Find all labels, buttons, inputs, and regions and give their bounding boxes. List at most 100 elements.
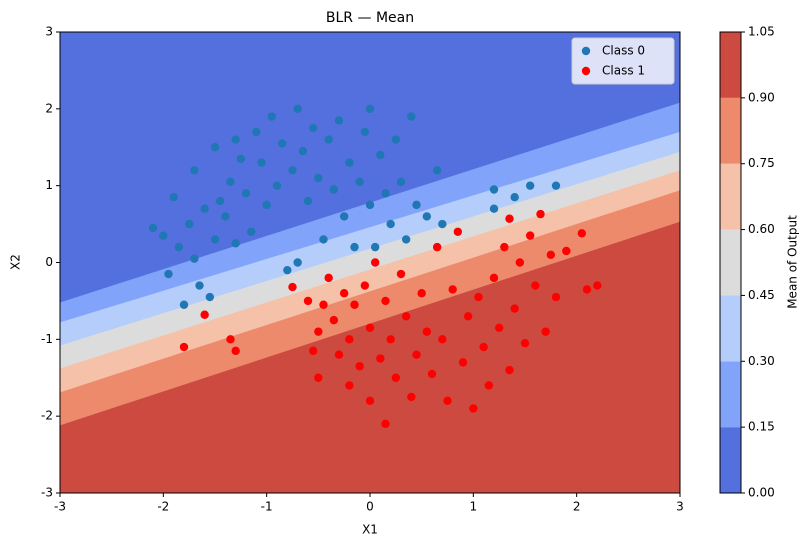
scatter-point: [489, 273, 499, 283]
colorbar-band: [720, 163, 741, 230]
scatter-point: [148, 223, 158, 233]
colorbar-tick-label: 0.60: [748, 222, 775, 236]
scatter-point: [432, 166, 442, 175]
scatter-point: [226, 177, 235, 187]
scatter-point: [345, 381, 354, 390]
scatter-point: [365, 104, 375, 114]
scatter-point: [334, 350, 344, 359]
scatter-point: [324, 273, 333, 283]
x-tick-label: 0: [366, 500, 374, 514]
x-tick-label: -3: [54, 500, 66, 514]
scatter-point: [215, 196, 225, 206]
scatter-point: [200, 310, 209, 319]
scatter-point: [365, 323, 375, 333]
scatter-point: [417, 289, 426, 298]
scatter-point: [531, 281, 540, 290]
scatter-point: [407, 112, 416, 121]
scatter-point: [200, 204, 209, 213]
scatter-point: [448, 285, 457, 294]
scatter-point: [236, 154, 246, 163]
scatter-point: [458, 358, 468, 367]
scatter-point: [272, 181, 282, 190]
scatter-point: [288, 282, 297, 292]
scatter-point: [319, 235, 328, 244]
scatter-point: [381, 296, 390, 306]
colorbar-tick-label: 0.45: [748, 288, 775, 302]
scatter-point: [277, 139, 287, 148]
y-tick-label: -2: [41, 409, 53, 423]
scatter-point: [210, 143, 220, 152]
scatter-point: [525, 181, 535, 190]
scatter-point: [432, 242, 442, 252]
colorbar-tick-label: 0.30: [748, 354, 775, 368]
scatter-point: [525, 231, 535, 240]
colorbar-band: [720, 361, 741, 428]
scatter-point: [174, 242, 184, 252]
scatter-point: [314, 373, 323, 382]
scatter-point: [438, 335, 447, 344]
scatter-point: [293, 104, 302, 114]
scatter-point: [329, 185, 339, 194]
scatter-point: [536, 209, 545, 219]
scatter-point: [195, 281, 204, 290]
colorbar-tick-label: 0.15: [748, 420, 775, 434]
scatter-point: [360, 281, 370, 290]
scatter-point: [412, 200, 421, 210]
scatter-point: [577, 229, 587, 238]
scatter-point: [489, 185, 499, 194]
scatter-point: [308, 346, 318, 356]
scatter-point: [484, 381, 494, 390]
scatter-point: [582, 285, 592, 294]
scatter-point: [541, 327, 550, 336]
scatter-point: [339, 212, 349, 221]
scatter-point: [551, 292, 561, 302]
scatter-point: [500, 242, 509, 252]
scatter-point: [438, 219, 447, 229]
scatter-point: [319, 300, 328, 309]
scatter-point: [386, 335, 395, 344]
scatter-point: [422, 327, 432, 336]
colorbar-band: [720, 97, 741, 164]
scatter-point: [427, 369, 437, 379]
y-axis-label: X2: [9, 254, 23, 270]
scatter-point: [324, 135, 333, 144]
scatter-point: [453, 227, 463, 236]
x-tick-label: 2: [573, 500, 581, 514]
scatter-point: [505, 365, 514, 375]
scatter-point: [283, 265, 292, 275]
scatter-point: [303, 196, 313, 206]
scatter-point: [381, 189, 390, 198]
scatter-point: [345, 158, 354, 167]
scatter-point: [252, 127, 261, 137]
scatter-point: [288, 166, 297, 175]
x-tick-label: -2: [157, 500, 169, 514]
scatter-point: [179, 300, 189, 309]
scatter-point: [510, 304, 519, 313]
colorbar-band: [720, 427, 741, 493]
legend-label: Class 1: [602, 64, 645, 78]
scatter-point: [355, 362, 364, 371]
scatter-point: [396, 177, 406, 187]
y-tick-label: 1: [45, 178, 53, 192]
scatter-point: [169, 192, 178, 202]
scatter-point: [376, 354, 385, 363]
scatter-point: [179, 342, 189, 352]
scatter-point: [360, 127, 370, 137]
scatter-point: [184, 219, 194, 229]
scatter-point: [355, 177, 364, 187]
scatter-point: [510, 192, 519, 202]
legend-marker: [581, 66, 591, 76]
colorbar-band: [720, 32, 741, 98]
scatter-point: [329, 315, 339, 325]
colorbar-tick-label: 1.05: [748, 25, 775, 39]
scatter-point: [221, 212, 230, 221]
scatter-point: [159, 231, 168, 240]
colorbar-band: [720, 295, 741, 362]
scatter-point: [381, 419, 390, 429]
legend-label: Class 0: [602, 44, 645, 58]
scatter-point: [505, 214, 514, 223]
y-tick-label: 0: [45, 255, 53, 269]
scatter-point: [546, 250, 556, 260]
scatter-point: [205, 292, 215, 302]
